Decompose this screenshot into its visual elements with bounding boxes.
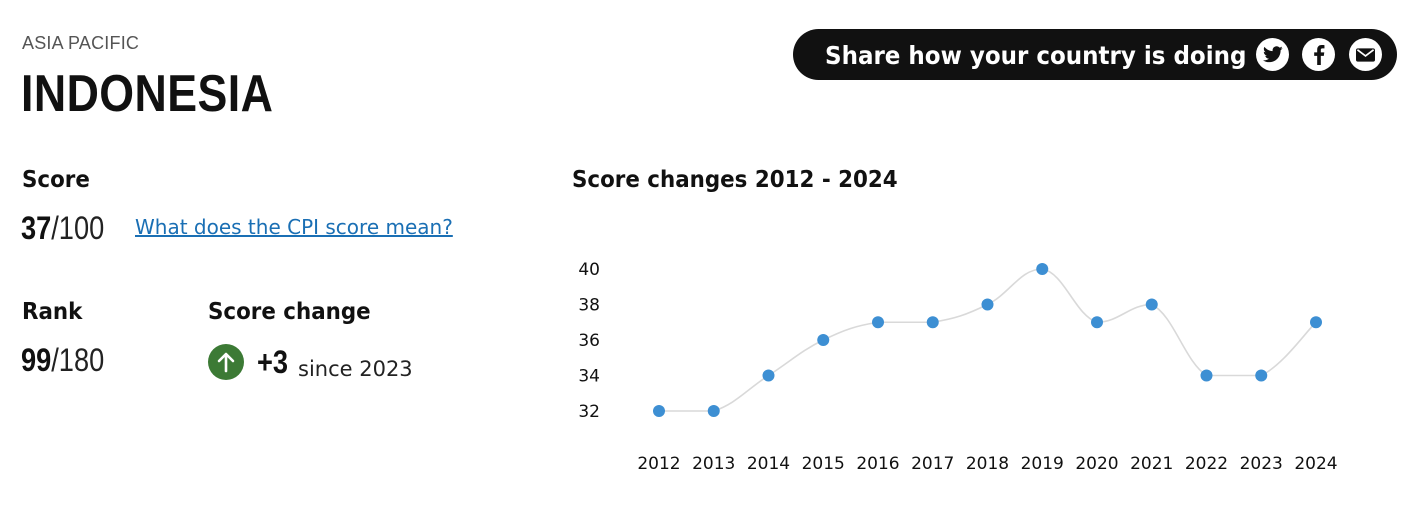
data-point-2019[interactable] <box>1036 263 1049 275</box>
score-change-label: Score change <box>208 299 371 325</box>
share-bar: Share how your country is doing <box>793 29 1397 80</box>
cpi-score-link[interactable]: What does the CPI score mean? <box>135 215 453 239</box>
series-line <box>658 268 1317 412</box>
score-change-delta: +3 <box>257 344 289 380</box>
x-tick-label: 2017 <box>911 454 954 474</box>
y-tick-label: 36 <box>578 331 600 351</box>
x-tick-label: 2015 <box>802 454 845 474</box>
email-icon[interactable] <box>1349 38 1382 71</box>
rank-value: 99/180 <box>21 342 104 379</box>
data-point-2016[interactable] <box>872 316 884 329</box>
score-value: 37/100 <box>21 210 104 247</box>
rank-label: Rank <box>22 299 83 325</box>
x-tick-label: 2018 <box>966 454 1009 474</box>
chart-title: Score changes 2012 - 2024 <box>572 167 898 193</box>
region-label: ASIA PACIFIC <box>22 33 140 53</box>
y-tick-label: 34 <box>578 367 600 387</box>
data-point-2013[interactable] <box>707 405 720 417</box>
x-tick-label: 2024 <box>1294 454 1337 474</box>
data-point-2024[interactable] <box>1310 316 1322 329</box>
x-tick-label: 2023 <box>1240 454 1283 474</box>
facebook-icon[interactable] <box>1302 38 1335 71</box>
score-max: /100 <box>51 210 105 246</box>
x-tick-label: 2021 <box>1130 454 1173 474</box>
data-point-2020[interactable] <box>1091 316 1103 329</box>
x-tick-label: 2012 <box>637 454 680 474</box>
rank-number: 99 <box>21 342 52 378</box>
data-point-2014[interactable] <box>762 369 775 382</box>
country-title: INDONESIA <box>21 65 274 123</box>
data-point-2012[interactable] <box>653 405 665 417</box>
y-tick-label: 38 <box>578 296 600 316</box>
data-point-2018[interactable] <box>981 298 994 311</box>
data-point-2017[interactable] <box>926 316 939 329</box>
twitter-icon[interactable] <box>1256 38 1289 71</box>
data-point-2023[interactable] <box>1255 369 1268 382</box>
score-label: Score <box>22 167 90 193</box>
y-tick-label: 40 <box>578 260 600 280</box>
data-point-2022[interactable] <box>1200 369 1213 382</box>
score-number: 37 <box>21 210 52 246</box>
x-tick-label: 2022 <box>1185 454 1228 474</box>
arrow-up-icon <box>208 344 244 380</box>
x-tick-label: 2020 <box>1075 454 1118 474</box>
x-tick-label: 2013 <box>692 454 735 474</box>
x-tick-label: 2016 <box>856 454 899 474</box>
x-tick-label: 2014 <box>747 454 790 474</box>
data-point-2015[interactable] <box>817 334 830 346</box>
y-tick-label: 32 <box>578 402 600 422</box>
x-tick-label: 2019 <box>1021 454 1064 474</box>
data-point-2021[interactable] <box>1145 298 1158 311</box>
score-change-since: since 2023 <box>298 357 413 381</box>
share-text: Share how your country is doing <box>825 41 1247 70</box>
rank-max: /180 <box>51 342 105 378</box>
